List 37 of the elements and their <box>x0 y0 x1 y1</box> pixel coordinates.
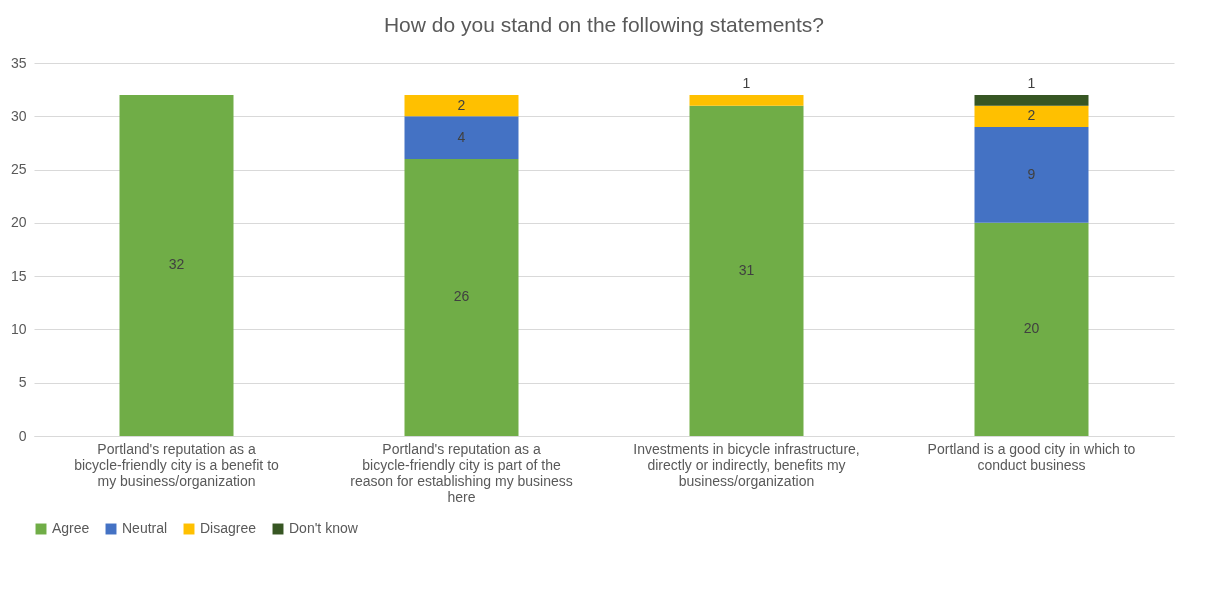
data-label: 1 <box>742 74 751 91</box>
legend-label: Neutral <box>122 520 168 536</box>
bar <box>689 105 804 436</box>
bar <box>404 116 519 159</box>
data-label: 32 <box>168 256 185 273</box>
data-label: 4 <box>457 128 466 145</box>
y-tick-label: 20 <box>10 214 27 231</box>
y-tick-label: 10 <box>10 320 27 337</box>
data-label: 1 <box>1027 74 1036 91</box>
y-tick-label: 0 <box>18 427 27 444</box>
data-label: 26 <box>453 288 470 305</box>
bar <box>119 94 234 436</box>
y-tick-label: 30 <box>10 107 27 124</box>
y-tick-label: 15 <box>10 267 27 284</box>
legend-label: Agree <box>52 520 90 536</box>
x-tick-label: Portland's reputation as a bicycle-friendly city is part of the reason for establishing my business here <box>350 440 573 505</box>
legend-label: Don't know <box>289 520 359 536</box>
bar <box>404 94 519 117</box>
data-label: 9 <box>1027 165 1036 182</box>
data-label: 2 <box>457 96 466 113</box>
chart-title: How do you stand on the following statements? <box>383 13 825 36</box>
bar <box>974 105 1089 127</box>
legend-label: Disagree <box>200 520 257 536</box>
data-label: 20 <box>1023 320 1040 337</box>
y-tick-label: 25 <box>10 161 27 178</box>
bar <box>974 126 1089 223</box>
y-tick-label: 35 <box>10 54 27 71</box>
x-tick-label: Investments in bicycle infrastructure, directly or indirectly, benefits my business/organization <box>633 440 860 489</box>
bar <box>689 94 804 106</box>
data-label: 31 <box>738 261 755 278</box>
bar <box>974 94 1089 106</box>
bar <box>974 222 1089 436</box>
x-tick-label: Portland is a good city in which to conduct business <box>927 440 1136 473</box>
data-label: 2 <box>1027 107 1036 124</box>
x-tick-label: Portland's reputation as a bicycle-friendly city is a benefit to my business/organization <box>74 440 280 489</box>
bar <box>404 158 519 436</box>
y-tick-label: 5 <box>18 374 27 391</box>
